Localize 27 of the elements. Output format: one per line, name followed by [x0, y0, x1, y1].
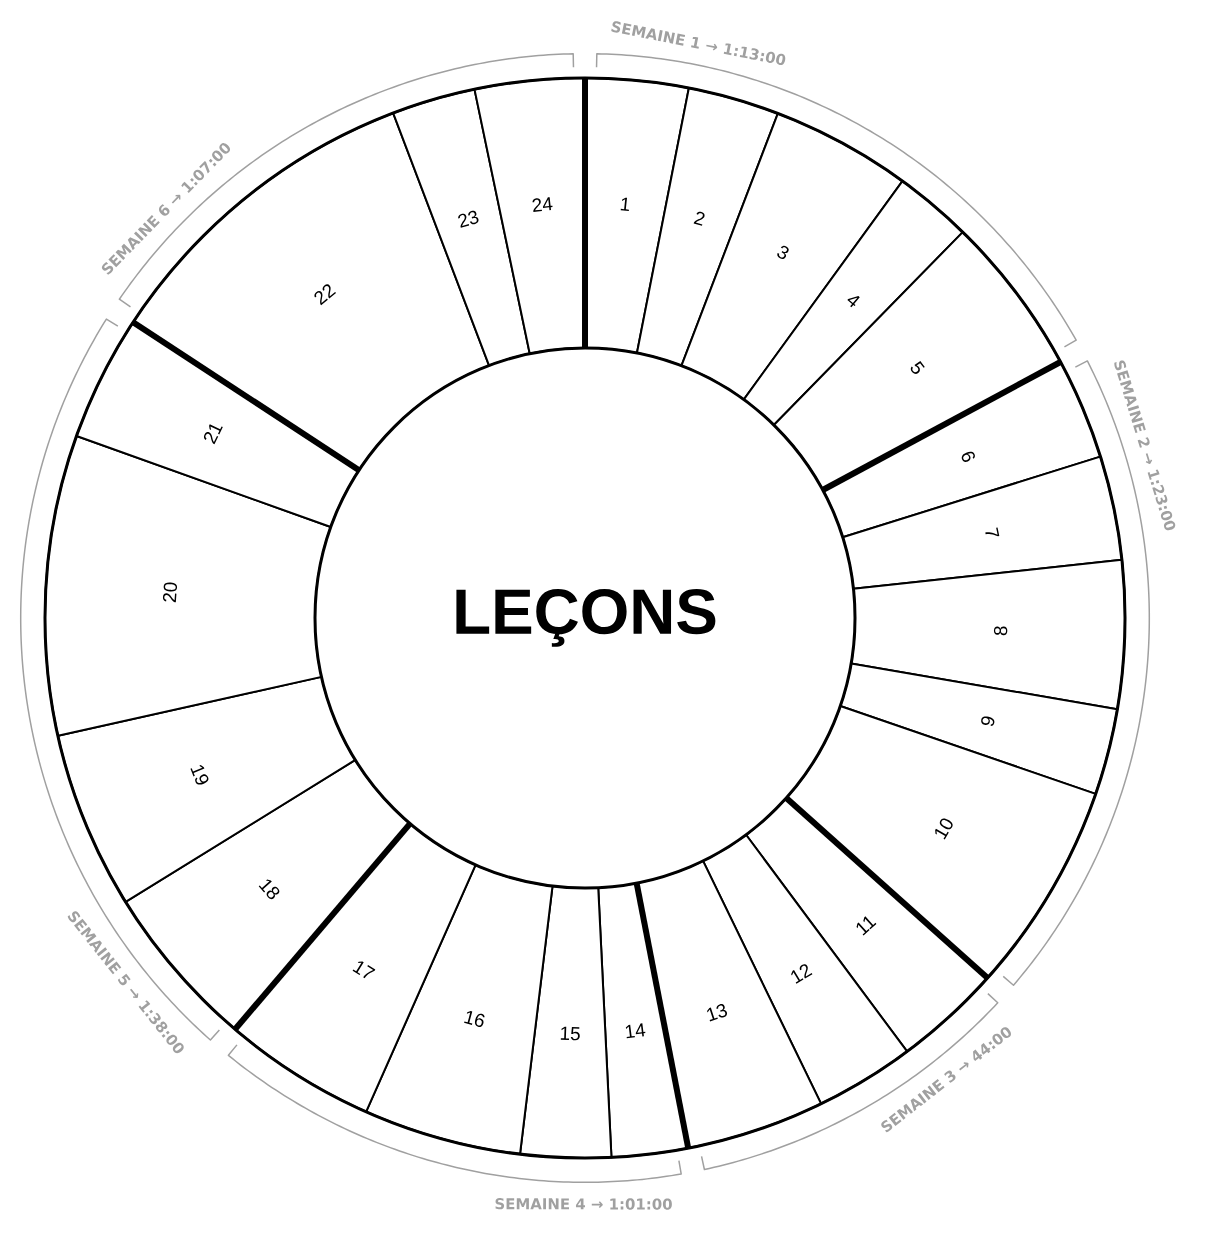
slice-label: 22 — [314, 284, 337, 306]
text: SEMAINE 1 → 1:13:00 — [611, 21, 786, 66]
slice-label: 24 — [532, 197, 553, 212]
slice-label: 18 — [258, 879, 280, 900]
slice-label: 10 — [935, 818, 953, 840]
slice-label: 17 — [352, 961, 376, 979]
slice-label: 20 — [162, 582, 178, 603]
slice-label: 9 — [981, 716, 995, 727]
slice-label: 6 — [961, 451, 975, 463]
slice-label: 14 — [625, 1023, 646, 1039]
slice-label: 3 — [777, 245, 789, 260]
slice-label: 23 — [458, 210, 479, 228]
slice-label: 13 — [707, 1004, 728, 1022]
slice-label: 5 — [910, 361, 925, 374]
slice-label: 15 — [560, 1026, 580, 1041]
slice-label: 19 — [190, 765, 209, 785]
text: SEMAINE 4 → 1:01:00 — [495, 1198, 672, 1210]
slice-label: 2 — [693, 211, 705, 226]
text: LEÇONS — [456, 589, 716, 647]
slice-label: 11 — [856, 916, 877, 936]
slice-label: 4 — [847, 296, 860, 308]
slice-label: 21 — [203, 424, 223, 445]
slice-label: 16 — [464, 1011, 485, 1027]
slice-label: 8 — [993, 626, 1008, 636]
slice-label: 12 — [791, 964, 813, 984]
slice-label: 7 — [985, 527, 1000, 537]
slice-label: 1 — [620, 197, 629, 212]
